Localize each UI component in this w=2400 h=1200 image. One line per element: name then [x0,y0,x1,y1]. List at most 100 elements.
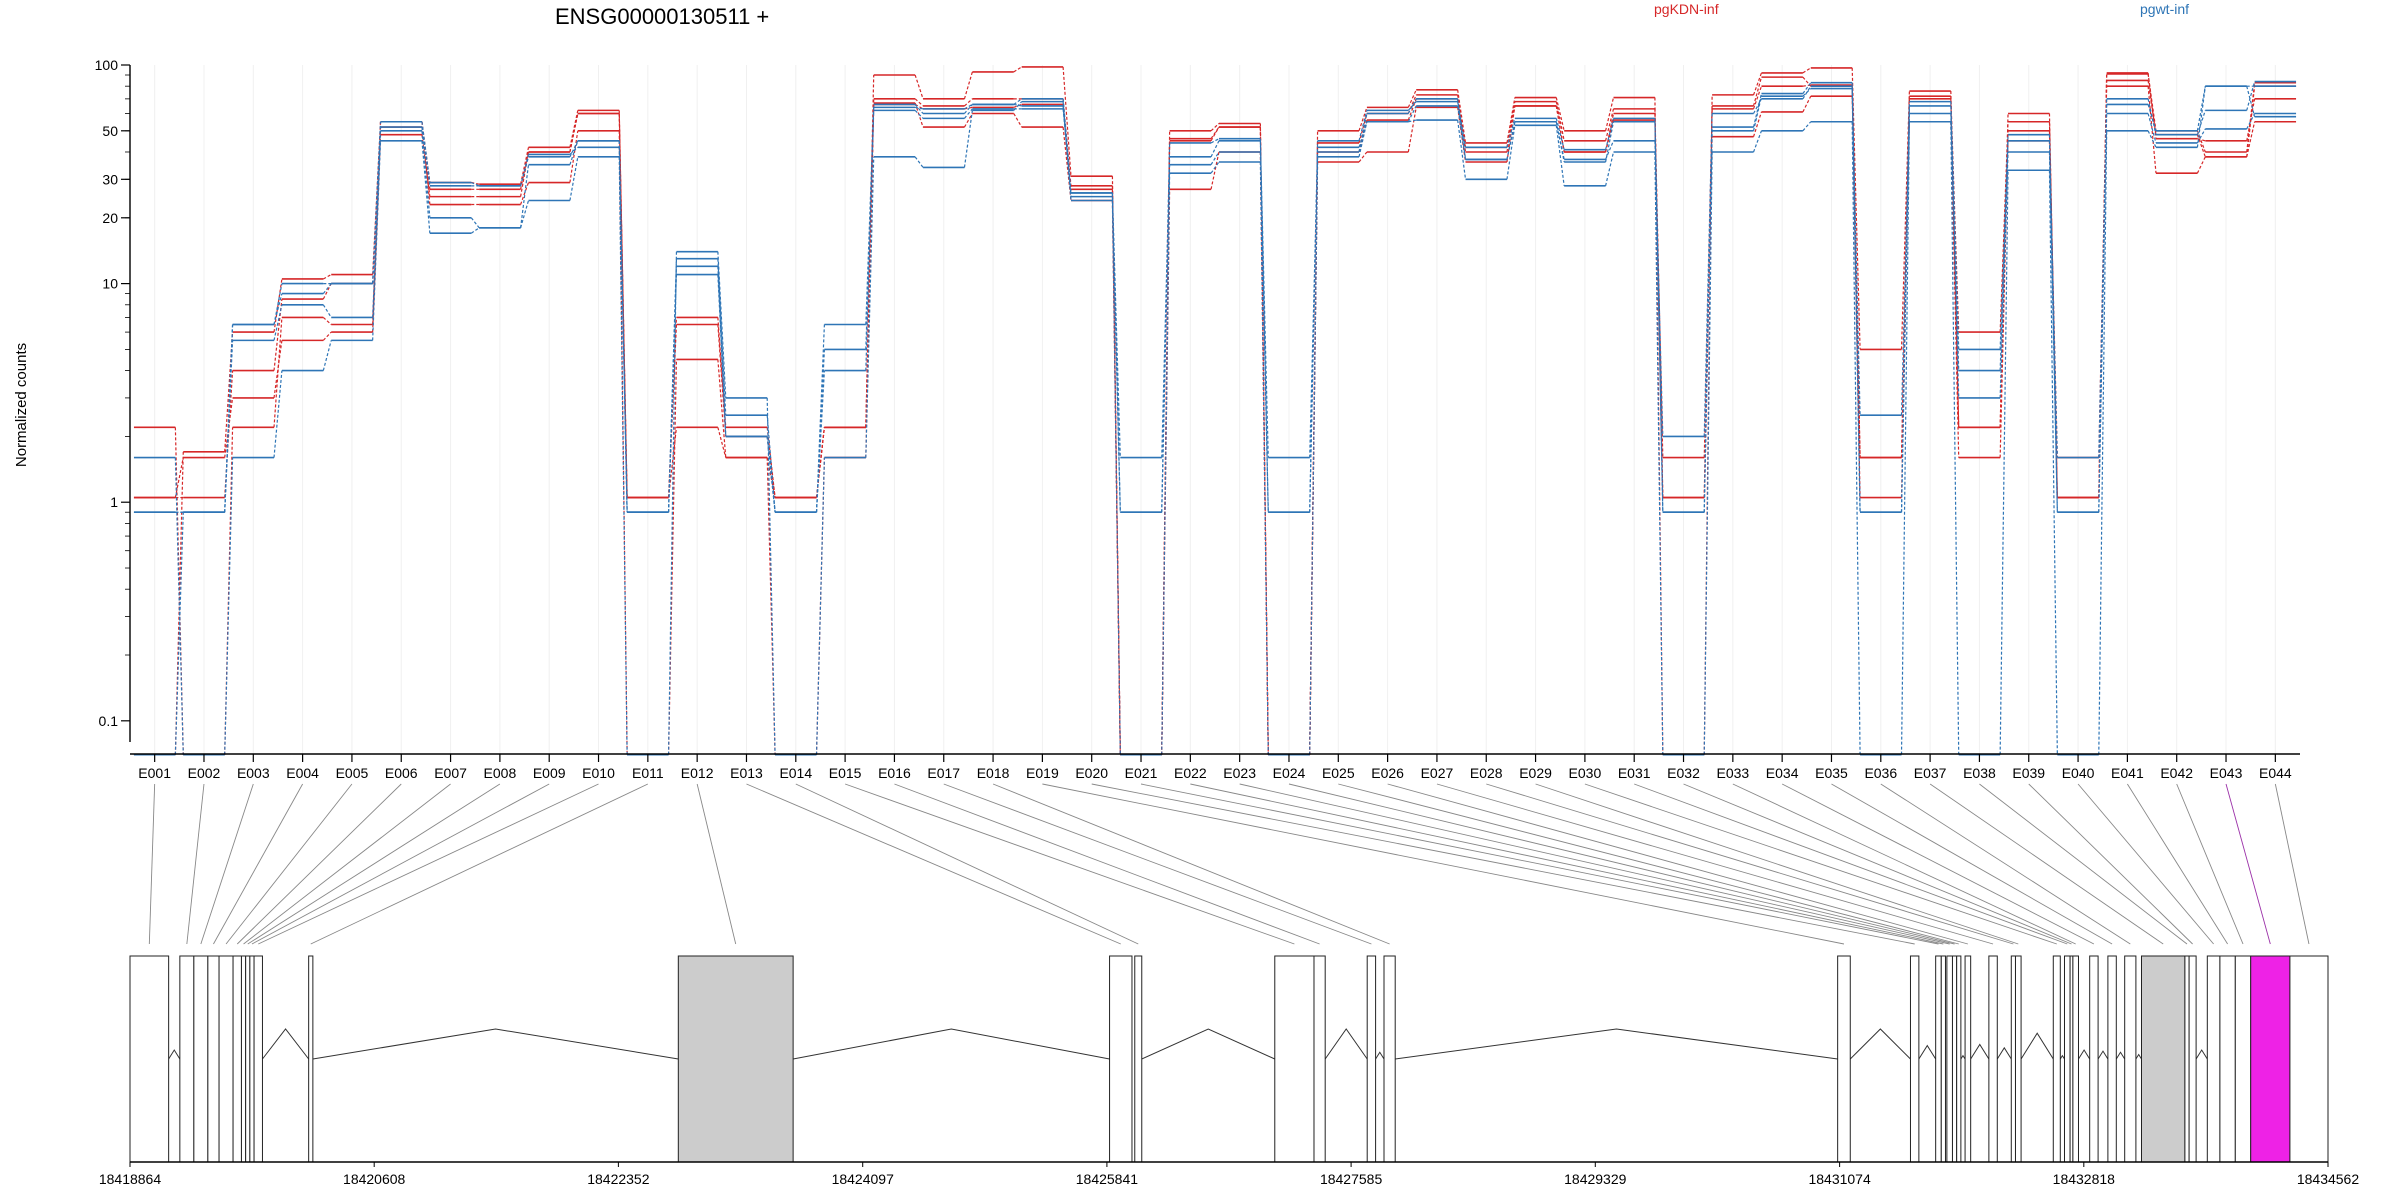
intron-line [2020,1032,2054,1060]
intron-line [1324,1028,1368,1060]
exon-block-E002 [179,955,195,1163]
connector-E038 [1979,783,2188,945]
transition-segment [1752,96,1763,131]
x-tick-label-E029: E029 [1519,765,1552,781]
transition-segment [815,457,825,755]
y-tick-label: 50 [102,123,118,139]
transition-segment [865,107,875,325]
connector-E032 [1683,783,2072,945]
transition-segment [1408,119,1417,123]
x-tick-label-E042: E042 [2160,765,2193,781]
transition-segment [1161,142,1171,513]
chart-title: ENSG00000130511 + [555,4,769,29]
transition-segment [1407,89,1417,108]
x-tick-label-E013: E013 [730,765,763,781]
transition-segment [667,359,678,755]
transition-segment [569,156,579,201]
transition-segment [1851,121,1861,755]
connector-E044 [2274,783,2310,945]
coordinate-label: 18420608 [343,1171,406,1187]
transition-segment [1309,140,1319,513]
transition-segment [224,397,234,458]
transition-segment [1654,151,1664,755]
transition-segment [1555,121,1565,160]
transition-segment [1752,93,1763,128]
transition-segment [667,251,678,755]
series-pgKDN-inf [133,76,2297,756]
exon-block-E026 [1964,955,1972,1163]
transition-segment [717,266,727,437]
connector-E018 [992,783,1390,945]
transition-segment [667,258,678,513]
transition-segment [2147,104,2157,131]
exon-block-E029 [2014,955,2022,1163]
gene-model [129,955,2329,1163]
connector-E026 [1387,783,1968,945]
x-tick-label-E011: E011 [632,765,664,781]
transition-segment [1555,105,1565,153]
connector-E016 [894,783,1320,945]
transition-segment [914,98,924,107]
transition-segment [421,130,431,218]
x-tick-label-E002: E002 [188,765,221,781]
transition-segment [717,427,727,458]
transition-segment [1506,97,1516,144]
transition-segment [421,121,431,205]
transition-segment [470,217,480,229]
transition-segment [1802,67,1812,74]
legend-label-pgwt-inf: pgwt-inf [2140,1,2189,17]
x-tick-label-E006: E006 [385,765,418,781]
coordinate-label: 18434562 [2297,1171,2360,1187]
connector-E022 [1190,783,1944,945]
transition-segment [815,324,825,513]
transition-segment [1802,82,1812,94]
transition-segment [273,370,283,458]
intron-line [2097,1050,2109,1060]
transition-segment [2196,134,2206,158]
transition-segment [1506,101,1516,148]
transition-segment [914,74,924,100]
connector-E043 [2225,783,2271,945]
transition-segment [1703,113,1713,437]
transition-segment [273,340,283,398]
transition-segment [1210,126,1220,142]
transition-segment [1703,127,1713,513]
transition-segment [1358,121,1368,157]
transition-segment [1752,85,1763,110]
transition-segment [322,283,332,300]
intron-line [262,1028,310,1060]
transition-segment [1950,121,1960,458]
x-tick-label-E008: E008 [484,765,517,781]
transition-segment [914,156,924,168]
transition-segment [1752,130,1763,153]
y-tick-label: 20 [102,210,118,226]
transition-segment [1555,101,1565,141]
transition-segment [1407,107,1417,153]
transition-segment [322,340,332,371]
exon-block-E025 [1956,955,1962,1163]
transition-segment [1013,103,1022,108]
exon-block-E030 [2052,955,2061,1163]
transition-segment [2147,98,2157,135]
transition-segment [964,108,973,119]
transition-segment [963,71,973,100]
exon-block-E034 [2089,955,2099,1163]
connector-E009 [251,783,550,945]
transition-segment [1950,101,1960,350]
exon-block-E022 [1940,955,1946,1163]
transition-segment [1752,72,1763,96]
coordinate-label: 18427585 [1320,1171,1383,1187]
transition-segment [1950,121,1960,755]
transition-segment [2147,130,2157,148]
x-tick-label-E005: E005 [336,765,369,781]
transition-segment [1851,82,1861,513]
transition-segment [915,106,924,110]
legend-label-pgkdn-inf: pgKDN-inf [1654,1,1719,17]
y-tick-label: 0.1 [99,713,119,729]
connector-E008 [247,783,501,945]
exon-connectors [148,783,2310,945]
exon-block-E016 [1313,955,1326,1163]
transition-segment [1407,101,1417,111]
transition-segment [1752,76,1763,107]
connector-E015 [844,783,1295,945]
